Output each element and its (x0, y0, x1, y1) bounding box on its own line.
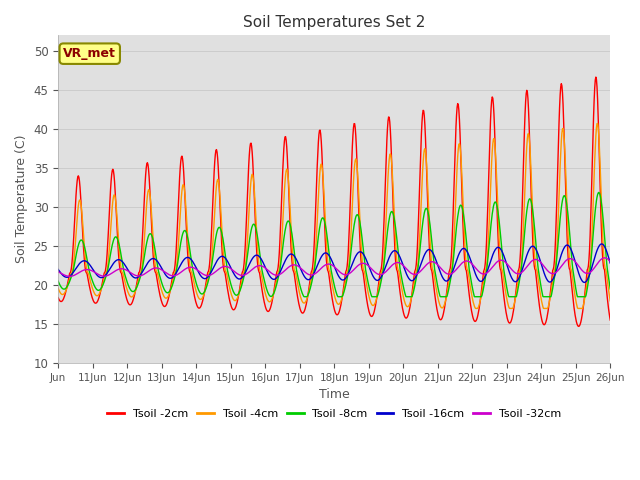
Line: Tsoil -8cm: Tsoil -8cm (58, 192, 611, 297)
X-axis label: Time: Time (319, 388, 349, 401)
Tsoil -2cm (592, 74, 600, 80)
Text: VR_met: VR_met (63, 47, 116, 60)
Tsoil -4cm (380, 262, 387, 267)
Tsoil -4cm (472, 306, 479, 312)
Tsoil -8cm (301, 294, 308, 300)
Tsoil -8cm (595, 190, 603, 195)
Tsoil -4cm (588, 235, 596, 241)
Tsoil -32cm (157, 267, 165, 273)
Tsoil -16cm (598, 241, 605, 247)
Tsoil -8cm (588, 248, 596, 254)
Tsoil -32cm (588, 268, 596, 274)
Tsoil -32cm (607, 259, 614, 264)
Tsoil -8cm (54, 278, 62, 284)
Tsoil -32cm (66, 274, 74, 279)
Title: Soil Temperatures Set 2: Soil Temperatures Set 2 (243, 15, 426, 30)
Tsoil -2cm (284, 154, 291, 159)
Line: Tsoil -16cm: Tsoil -16cm (58, 244, 611, 282)
Tsoil -16cm (588, 264, 596, 270)
Tsoil -2cm (380, 233, 387, 239)
Tsoil -2cm (607, 317, 614, 323)
Tsoil -4cm (157, 284, 164, 290)
Tsoil -32cm (81, 267, 89, 273)
Tsoil -2cm (579, 305, 587, 311)
Tsoil -32cm (284, 265, 292, 271)
Tsoil -32cm (601, 255, 609, 261)
Tsoil -4cm (54, 285, 62, 291)
Y-axis label: Soil Temperature (C): Soil Temperature (C) (15, 135, 28, 264)
Line: Tsoil -32cm: Tsoil -32cm (58, 258, 611, 276)
Legend: Tsoil -2cm, Tsoil -4cm, Tsoil -8cm, Tsoil -16cm, Tsoil -32cm: Tsoil -2cm, Tsoil -4cm, Tsoil -8cm, Tsoi… (103, 404, 565, 423)
Tsoil -16cm (380, 269, 387, 275)
Tsoil -8cm (157, 276, 164, 282)
Tsoil -4cm (579, 303, 587, 309)
Tsoil -2cm (588, 176, 596, 182)
Tsoil -16cm (580, 279, 588, 285)
Tsoil -8cm (284, 219, 291, 225)
Line: Tsoil -2cm: Tsoil -2cm (58, 77, 611, 326)
Tsoil -16cm (54, 266, 62, 272)
Tsoil -16cm (284, 254, 291, 260)
Tsoil -4cm (284, 168, 291, 173)
Tsoil -16cm (607, 260, 614, 266)
Tsoil -32cm (579, 269, 587, 275)
Tsoil -8cm (81, 244, 88, 250)
Tsoil -4cm (81, 247, 88, 253)
Tsoil -4cm (607, 298, 614, 304)
Tsoil -8cm (579, 294, 587, 300)
Tsoil -8cm (607, 286, 614, 292)
Tsoil -2cm (575, 324, 582, 329)
Tsoil -16cm (81, 258, 88, 264)
Tsoil -2cm (81, 260, 88, 266)
Line: Tsoil -4cm: Tsoil -4cm (58, 123, 611, 309)
Tsoil -16cm (579, 278, 586, 284)
Tsoil -32cm (380, 270, 388, 276)
Tsoil -2cm (157, 295, 164, 301)
Tsoil -32cm (54, 269, 62, 275)
Tsoil -16cm (157, 264, 164, 269)
Tsoil -8cm (380, 261, 388, 267)
Tsoil -4cm (594, 120, 602, 126)
Tsoil -2cm (54, 295, 62, 300)
